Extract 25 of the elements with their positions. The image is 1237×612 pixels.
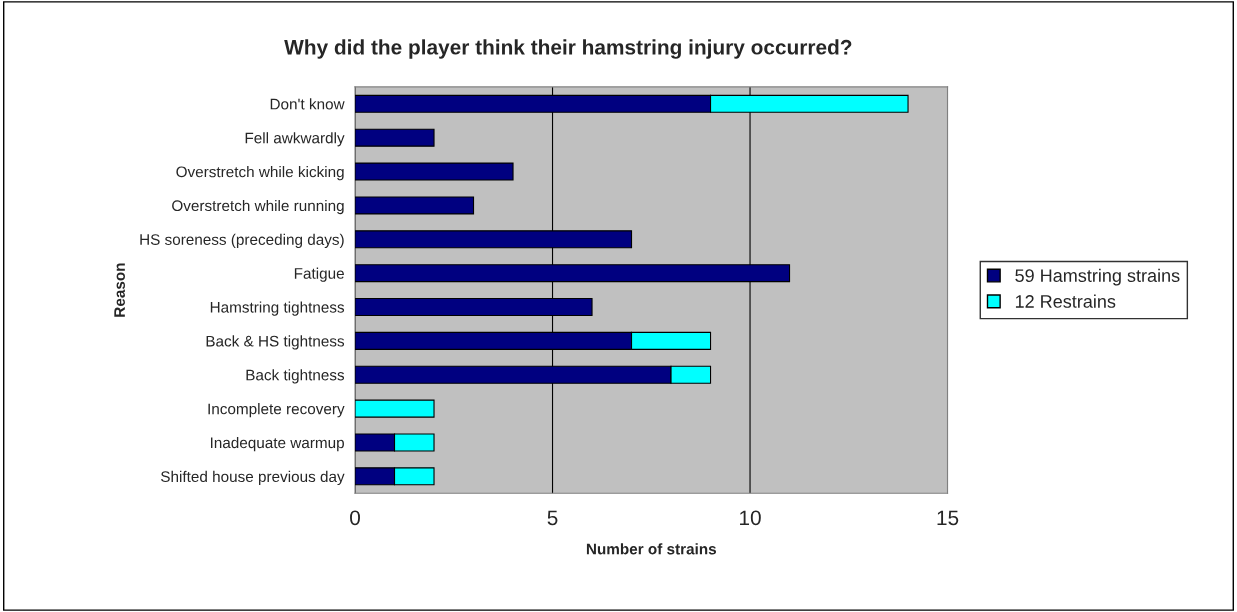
y-tick-label: Fatigue [294,267,344,282]
y-tick-label: Overstretch while kicking [176,166,344,181]
y-tick-label: Shifted house previous day [161,470,345,486]
bar [355,128,435,147]
y-tick-label: Don't know [270,98,345,110]
y-tick-label: HS soreness (preceding days) [140,233,344,248]
legend-label: 12 Restrains [1015,294,1116,308]
y-tick-label: Fell awkwardly [245,132,345,147]
x-tick-label: 15 [937,510,959,526]
x-axis-title: Number of strains [586,543,717,555]
y-tick-label: Hamstring tightness [210,301,345,316]
y-tick-label: Overstretch while running [172,199,344,215]
y-tick-label: Back tightness [246,369,345,384]
chart-title: Why did the player think their hamstring injury occurred? [284,39,852,59]
bar [355,196,475,215]
y-tick-label: Inadequate warmup [210,436,344,452]
x-tick-label: 0 [350,510,360,526]
x-tick-label: 5 [547,510,558,526]
x-tick-label: 10 [740,510,761,526]
y-tick-label: Back & HS tightness [206,335,345,350]
legend-label: 59 Hamstring strains [1015,268,1180,286]
y-axis-title: Reason [114,263,125,317]
y-tick-label: Incomplete recovery [208,403,345,418]
bar [355,162,514,181]
bar [355,399,435,418]
